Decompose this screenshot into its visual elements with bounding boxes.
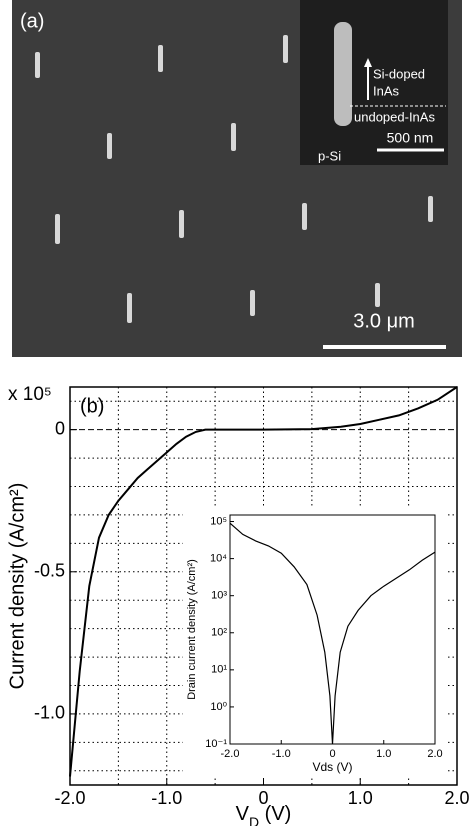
panel-label: (b): [80, 395, 104, 417]
multiplier: x 10⁵: [8, 384, 52, 405]
y-tick-label: 0: [55, 418, 65, 438]
x-tick-label: 2.0: [427, 748, 442, 760]
nanowires: [35, 35, 433, 323]
y-tick-label: -1.0: [34, 703, 65, 723]
x-tick-label: 1.0: [376, 748, 391, 760]
panel-label: (a): [20, 10, 44, 32]
inset-scale-label: 500 nm: [387, 130, 434, 146]
x-tick-label: -2.0: [221, 748, 240, 760]
y-tick-label: 10⁰: [210, 701, 227, 713]
x-tick-label: -2.0: [54, 788, 85, 808]
y-tick-label: -0.5: [34, 561, 65, 581]
y-tick-label: 10²: [211, 627, 227, 639]
y-tick-label: 10⁻¹: [205, 738, 227, 750]
x-axis-label: VD (V): [236, 803, 292, 826]
y-tick-label: 10³: [211, 590, 227, 602]
arrow-head: [364, 58, 372, 67]
data-line: [229, 522, 436, 745]
substrate-label: p-Si: [318, 148, 341, 163]
x-axis-label: Vds (V): [312, 760, 352, 774]
x-tick-label: 2.0: [444, 788, 469, 808]
y-tick-label: 10⁴: [210, 553, 227, 565]
x-tick-label: -1.0: [272, 748, 291, 760]
inset-frame-bg: [183, 506, 447, 778]
data-line: [69, 386, 458, 777]
y-tick-label: 10⁵: [210, 515, 227, 527]
inset-nanowire: [334, 22, 352, 126]
sem-image: (a) 3.0 μm Si-doped InAs undoped-InAs 50…: [12, 0, 462, 357]
x-tick-label: 1.0: [348, 788, 373, 808]
doping-material: InAs: [373, 83, 400, 98]
undoped-label: undoped-InAs: [354, 109, 435, 124]
x-tick-label: -1.0: [151, 788, 182, 808]
y-axis-label: Current density (A/cm²): [6, 483, 28, 690]
doping-label: Si-doped: [373, 66, 425, 81]
x-tick-label: 0: [329, 748, 335, 760]
scale-bar-label: 3.0 μm: [353, 310, 415, 332]
y-axis-label: Drain current density (A/cm²): [186, 559, 198, 700]
y-tick-label: 10¹: [211, 664, 227, 676]
chart: -2.0 -1.0 0 1.0 2.0 10⁵ 10⁴ 10³ 10² 10¹ 10⁰ 10⁻¹ Dra…: [186, 514, 443, 774]
sem-inset: [300, 0, 448, 165]
x-tick-label: 0: [258, 788, 268, 808]
